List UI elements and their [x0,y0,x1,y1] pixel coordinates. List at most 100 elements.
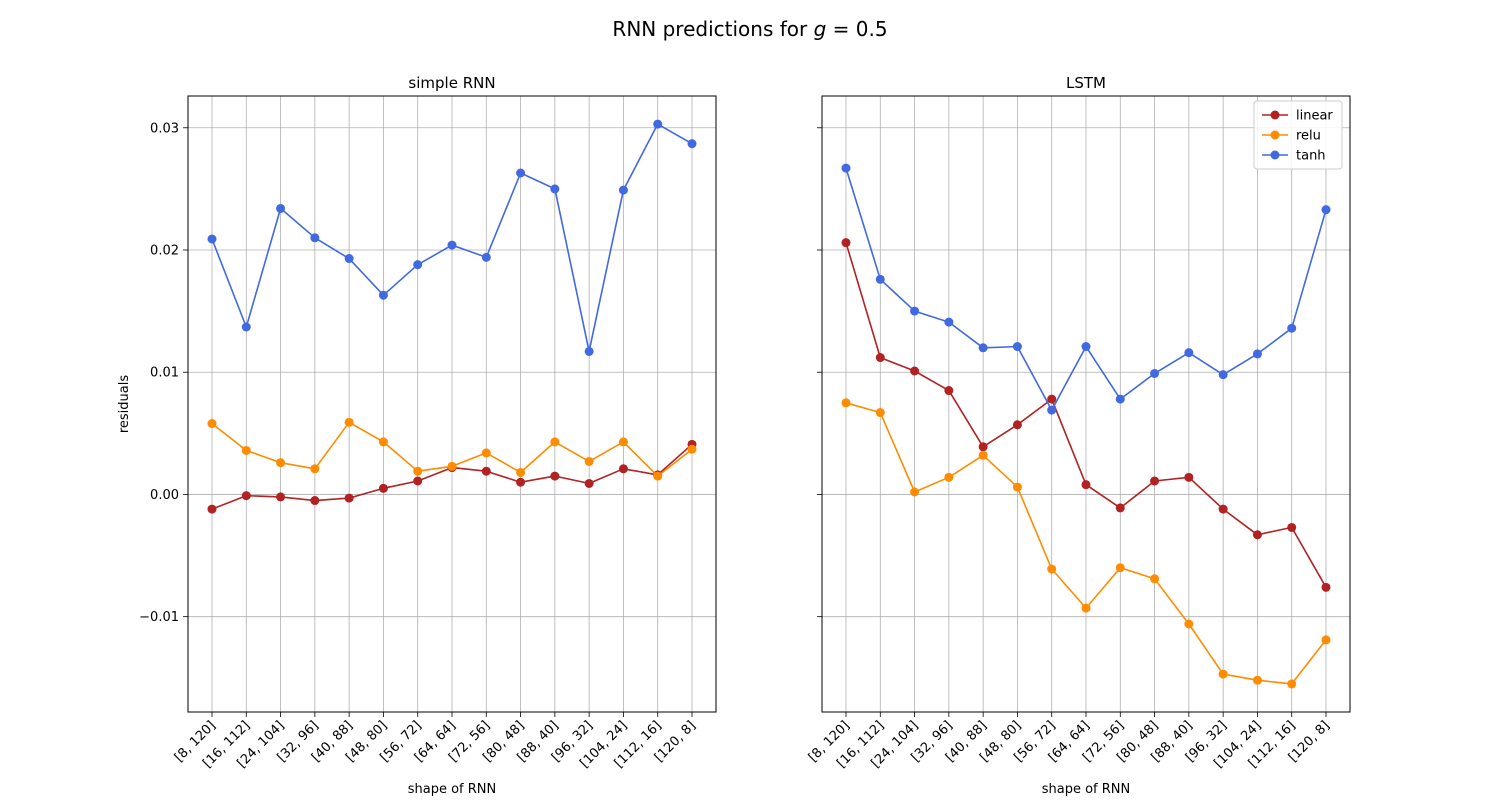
lstm-linear-point [1012,420,1022,430]
lstm-linear-point [944,386,954,396]
legend-linear-label: linear [1296,109,1333,124]
lstm-tanh-point [1184,348,1194,358]
simple-rnn-tanh-point [310,233,320,243]
legend: linear relu tanh [1253,100,1343,170]
lstm-linear-point [1184,472,1194,482]
legend-linear-marker [1270,110,1280,120]
simple-rnn-ytick-label: 0.01 [150,366,179,381]
simple-rnn-linear-point [413,476,423,486]
lstm-linear-point [1218,504,1228,514]
simple-rnn-ylabel: residuals [117,375,132,434]
lstm-relu-point [1252,675,1262,685]
legend-tanh-label: tanh [1296,149,1326,164]
simple-rnn-tanh-point [653,119,663,129]
simple-rnn-tanh-point [276,203,286,213]
simple-rnn-linear-point [516,477,526,487]
lstm-relu-point [1047,564,1057,574]
lstm-tanh-point [1081,342,1091,352]
simple-rnn-relu-point [276,458,286,468]
simple-rnn-tanh-point [516,168,526,178]
simple-rnn-linear-point [481,466,491,476]
simple-rnn-ytick-label: 0.03 [150,121,179,136]
simple-rnn-relu-point [481,448,491,458]
simple-rnn-relu-point [378,437,388,447]
lstm-relu-point [1150,574,1160,584]
lstm-tanh-point [1218,370,1228,380]
simple-rnn-ytick-label: 0.02 [150,244,179,259]
simple-rnn-linear-point [378,483,388,493]
simple-rnn-relu-point [516,467,526,477]
lstm-relu-point [910,487,920,497]
simple-rnn-linear-point [618,464,628,474]
simple-rnn-tanh-point [207,234,217,244]
simple-rnn-tanh-point [481,252,491,262]
simple-rnn-tanh-point [344,254,354,264]
lstm-plot: [8, 120][16, 112][24, 104][32, 96][40, 8… [806,74,1351,797]
lstm-linear-point [1115,503,1125,513]
simple-rnn-tanh-point [618,185,628,195]
lstm-relu-point [875,408,885,418]
lstm-tanh-point [1321,205,1331,215]
lstm-relu-point [1287,679,1297,689]
simple-rnn-title: simple RNN [408,74,495,92]
simple-rnn-tanh-point [584,346,594,356]
lstm-linear-point [875,353,885,363]
lstm-tanh-point [1115,394,1125,404]
lstm-tanh-point [1252,349,1262,359]
lstm-relu-point [1321,635,1331,645]
lstm-relu-point [1081,603,1091,613]
simple-rnn-linear-point [584,478,594,488]
lstm-relu-point [841,398,851,408]
simple-rnn-axes-frame [187,95,717,713]
simple-rnn-linear-point [344,493,354,503]
lstm-axes-frame [821,95,1351,713]
simple-rnn-linear-point [241,491,251,501]
simple-rnn-relu-point [413,466,423,476]
lstm-linear-point [1321,582,1331,592]
lstm-tanh-point [1012,342,1022,352]
simple-rnn-tanh-point [550,184,560,194]
simple-rnn-tanh-point [241,322,251,332]
lstm-tanh-point [875,274,885,284]
simple-rnn-linear-point [276,492,286,502]
simple-rnn-linear-point [310,496,320,506]
simple-rnn-relu-point [550,437,560,447]
figure-title-value: = 0.5 [826,17,887,41]
simple-rnn-tanh-point [447,240,457,250]
lstm-linear-point [841,238,851,248]
simple-rnn-tanh-point [413,260,423,270]
figure-title-prefix: RNN predictions for [612,17,813,41]
lstm-title: LSTM [1066,74,1106,92]
simple-rnn-xlabel: shape of RNN [408,782,497,797]
simple-rnn-ytick-label: 0.00 [150,488,179,503]
legend-relu-marker [1270,130,1280,140]
simple-rnn-tanh-point [378,290,388,300]
lstm-relu-point [944,472,954,482]
legend-tanh-marker [1270,150,1280,160]
lstm-relu-point [1115,563,1125,573]
simple-rnn-ytick-label: −0.01 [139,610,179,625]
figure-title-variable: g [814,17,827,41]
lstm-tanh-point [944,317,954,327]
lstm-relu-point [1218,669,1228,679]
lstm-linear-point [1287,522,1297,532]
simple-rnn-relu-point [344,417,354,427]
simple-rnn-tanh-point [687,139,697,149]
simple-rnn-relu-point [207,419,217,429]
simple-rnn-linear-point [550,471,560,481]
lstm-xlabel: shape of RNN [1042,782,1131,797]
simple-rnn-relu-point [241,445,251,455]
simple-rnn-plot: −0.010.000.010.020.03[8, 120][16, 112][2… [117,74,717,797]
lstm-relu-point [1184,619,1194,629]
lstm-tanh-point [1150,368,1160,378]
lstm-linear-point [1252,530,1262,540]
simple-rnn-relu-point [447,461,457,471]
lstm-tanh-point [1047,405,1057,415]
lstm-tanh-point [978,343,988,353]
simple-rnn-linear-point [207,504,217,514]
simple-rnn-relu-point [584,456,594,466]
simple-rnn-relu-point [310,464,320,474]
simple-rnn-relu-point [687,444,697,454]
lstm-linear-point [1081,480,1091,490]
